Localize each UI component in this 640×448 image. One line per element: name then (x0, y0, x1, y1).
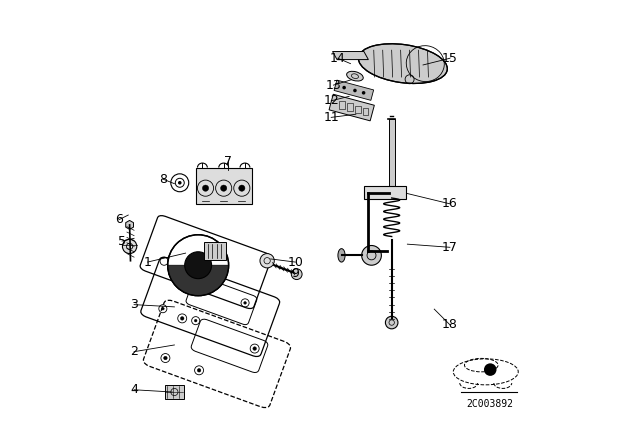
Bar (364, 186, 406, 199)
Text: 15: 15 (442, 52, 458, 65)
Wedge shape (168, 265, 228, 296)
Polygon shape (329, 94, 374, 121)
Text: 10: 10 (287, 255, 303, 269)
Bar (355, 106, 360, 113)
Circle shape (260, 254, 275, 268)
Text: 6: 6 (115, 213, 124, 226)
Bar (204, 242, 226, 260)
Bar (388, 119, 395, 193)
Circle shape (362, 91, 365, 95)
Text: 18: 18 (442, 318, 458, 332)
Circle shape (244, 302, 246, 304)
Circle shape (180, 317, 184, 320)
Circle shape (122, 239, 137, 254)
Ellipse shape (338, 249, 345, 262)
Ellipse shape (358, 44, 447, 83)
Text: 5: 5 (118, 234, 126, 248)
Circle shape (161, 307, 164, 310)
Text: 2C003892: 2C003892 (466, 399, 513, 409)
Circle shape (195, 319, 197, 322)
Circle shape (253, 347, 257, 350)
Circle shape (197, 369, 201, 372)
Text: 12: 12 (323, 94, 339, 108)
Circle shape (353, 89, 356, 92)
Polygon shape (334, 80, 374, 100)
Text: 11: 11 (323, 111, 339, 124)
Text: 1: 1 (143, 255, 152, 269)
Circle shape (385, 316, 398, 329)
Text: 16: 16 (442, 197, 458, 211)
Circle shape (484, 363, 497, 376)
Ellipse shape (347, 71, 364, 81)
Text: 17: 17 (442, 241, 458, 254)
Circle shape (221, 185, 227, 191)
Bar (164, 385, 184, 399)
Circle shape (164, 356, 167, 360)
Text: 8: 8 (159, 172, 167, 186)
Polygon shape (333, 52, 369, 60)
Circle shape (362, 246, 381, 265)
Text: 4: 4 (130, 383, 138, 396)
Circle shape (185, 252, 212, 279)
Text: 14: 14 (330, 52, 346, 65)
Bar (196, 168, 252, 204)
Circle shape (342, 86, 346, 90)
Polygon shape (125, 220, 134, 229)
Circle shape (178, 181, 182, 185)
Text: 7: 7 (224, 155, 232, 168)
Bar (348, 103, 353, 111)
Circle shape (239, 185, 245, 191)
Bar (363, 108, 369, 115)
Circle shape (202, 185, 209, 191)
Text: 3: 3 (130, 298, 138, 311)
Text: 9: 9 (291, 267, 300, 280)
Circle shape (291, 269, 302, 280)
Circle shape (168, 235, 228, 296)
Bar (339, 101, 345, 108)
Text: 2: 2 (130, 345, 138, 358)
Text: 13: 13 (326, 78, 341, 92)
